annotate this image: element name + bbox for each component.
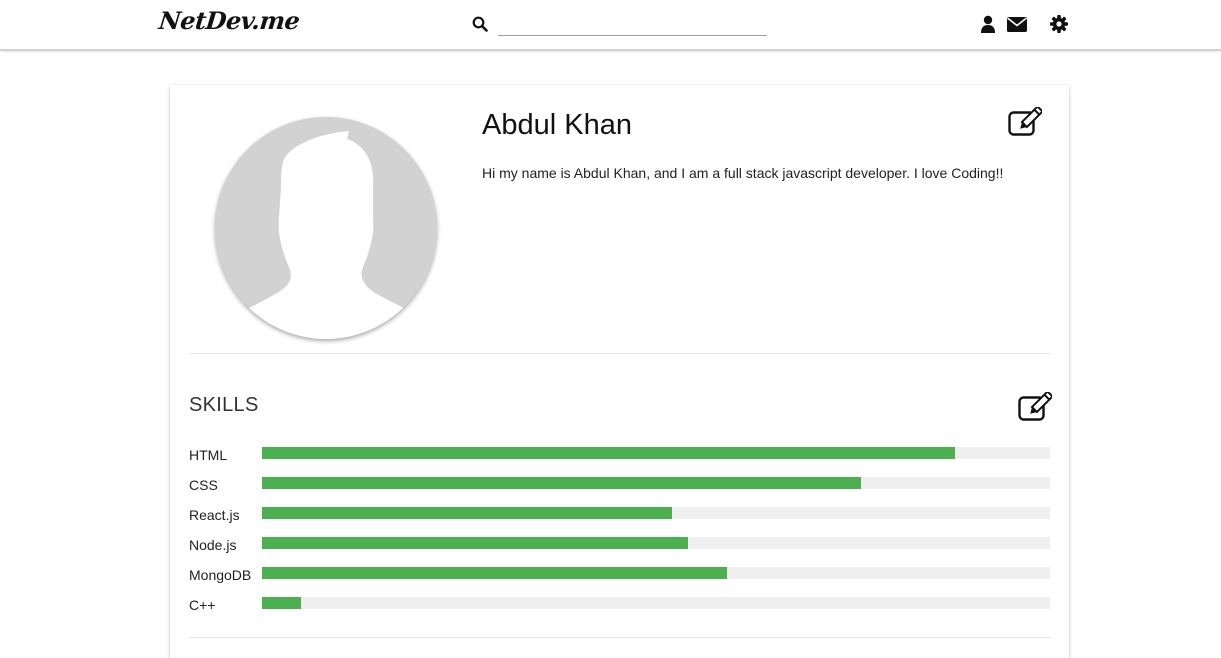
skill-progress-fill xyxy=(262,477,861,489)
skill-label: C++ xyxy=(189,597,216,613)
site-logo[interactable]: NetDev.me xyxy=(157,6,301,35)
navbar: NetDev.me xyxy=(0,0,1221,50)
skill-progress-fill xyxy=(262,537,688,549)
divider xyxy=(189,353,1051,354)
skill-progress-fill xyxy=(262,597,302,609)
skill-progress-bar xyxy=(262,477,1050,489)
skill-progress-bar xyxy=(262,507,1050,519)
skill-label: CSS xyxy=(189,477,218,493)
skill-progress-bar xyxy=(262,537,1050,549)
avatar xyxy=(215,117,437,339)
mail-icon[interactable] xyxy=(1006,14,1028,34)
skill-label: React.js xyxy=(189,507,240,523)
user-icon[interactable] xyxy=(978,14,998,34)
divider xyxy=(189,637,1051,638)
skill-progress-fill xyxy=(262,447,956,459)
edit-skills-icon[interactable] xyxy=(1018,392,1052,422)
default-avatar-icon xyxy=(215,117,437,339)
skill-progress-bar xyxy=(262,447,1050,459)
skill-row: React.js xyxy=(189,504,1051,534)
profile-name: Abdul Khan xyxy=(482,109,632,141)
skill-progress-bar xyxy=(262,597,1050,609)
skill-label: MongoDB xyxy=(189,567,252,583)
search-icon[interactable] xyxy=(472,16,488,32)
skill-list: HTML CSS React.js Node.js MongoDB C++ xyxy=(189,444,1051,624)
skill-progress-fill xyxy=(262,567,727,579)
skill-label: HTML xyxy=(189,447,228,463)
skill-row: HTML xyxy=(189,444,1051,474)
skill-progress-bar xyxy=(262,567,1050,579)
gear-icon[interactable] xyxy=(1049,14,1069,34)
skill-row: C++ xyxy=(189,594,1051,624)
skill-label: Node.js xyxy=(189,537,237,553)
skills-title: SKILLS xyxy=(189,394,259,416)
skill-progress-fill xyxy=(262,507,672,519)
profile-card: Abdul Khan Hi my name is Abdul Khan, and… xyxy=(170,85,1069,658)
skill-row: CSS xyxy=(189,474,1051,504)
edit-profile-icon[interactable] xyxy=(1008,107,1042,137)
profile-bio: Hi my name is Abdul Khan, and I am a ful… xyxy=(482,165,1004,181)
search-input[interactable] xyxy=(498,12,767,36)
skill-row: MongoDB xyxy=(189,564,1051,594)
skill-row: Node.js xyxy=(189,534,1051,564)
